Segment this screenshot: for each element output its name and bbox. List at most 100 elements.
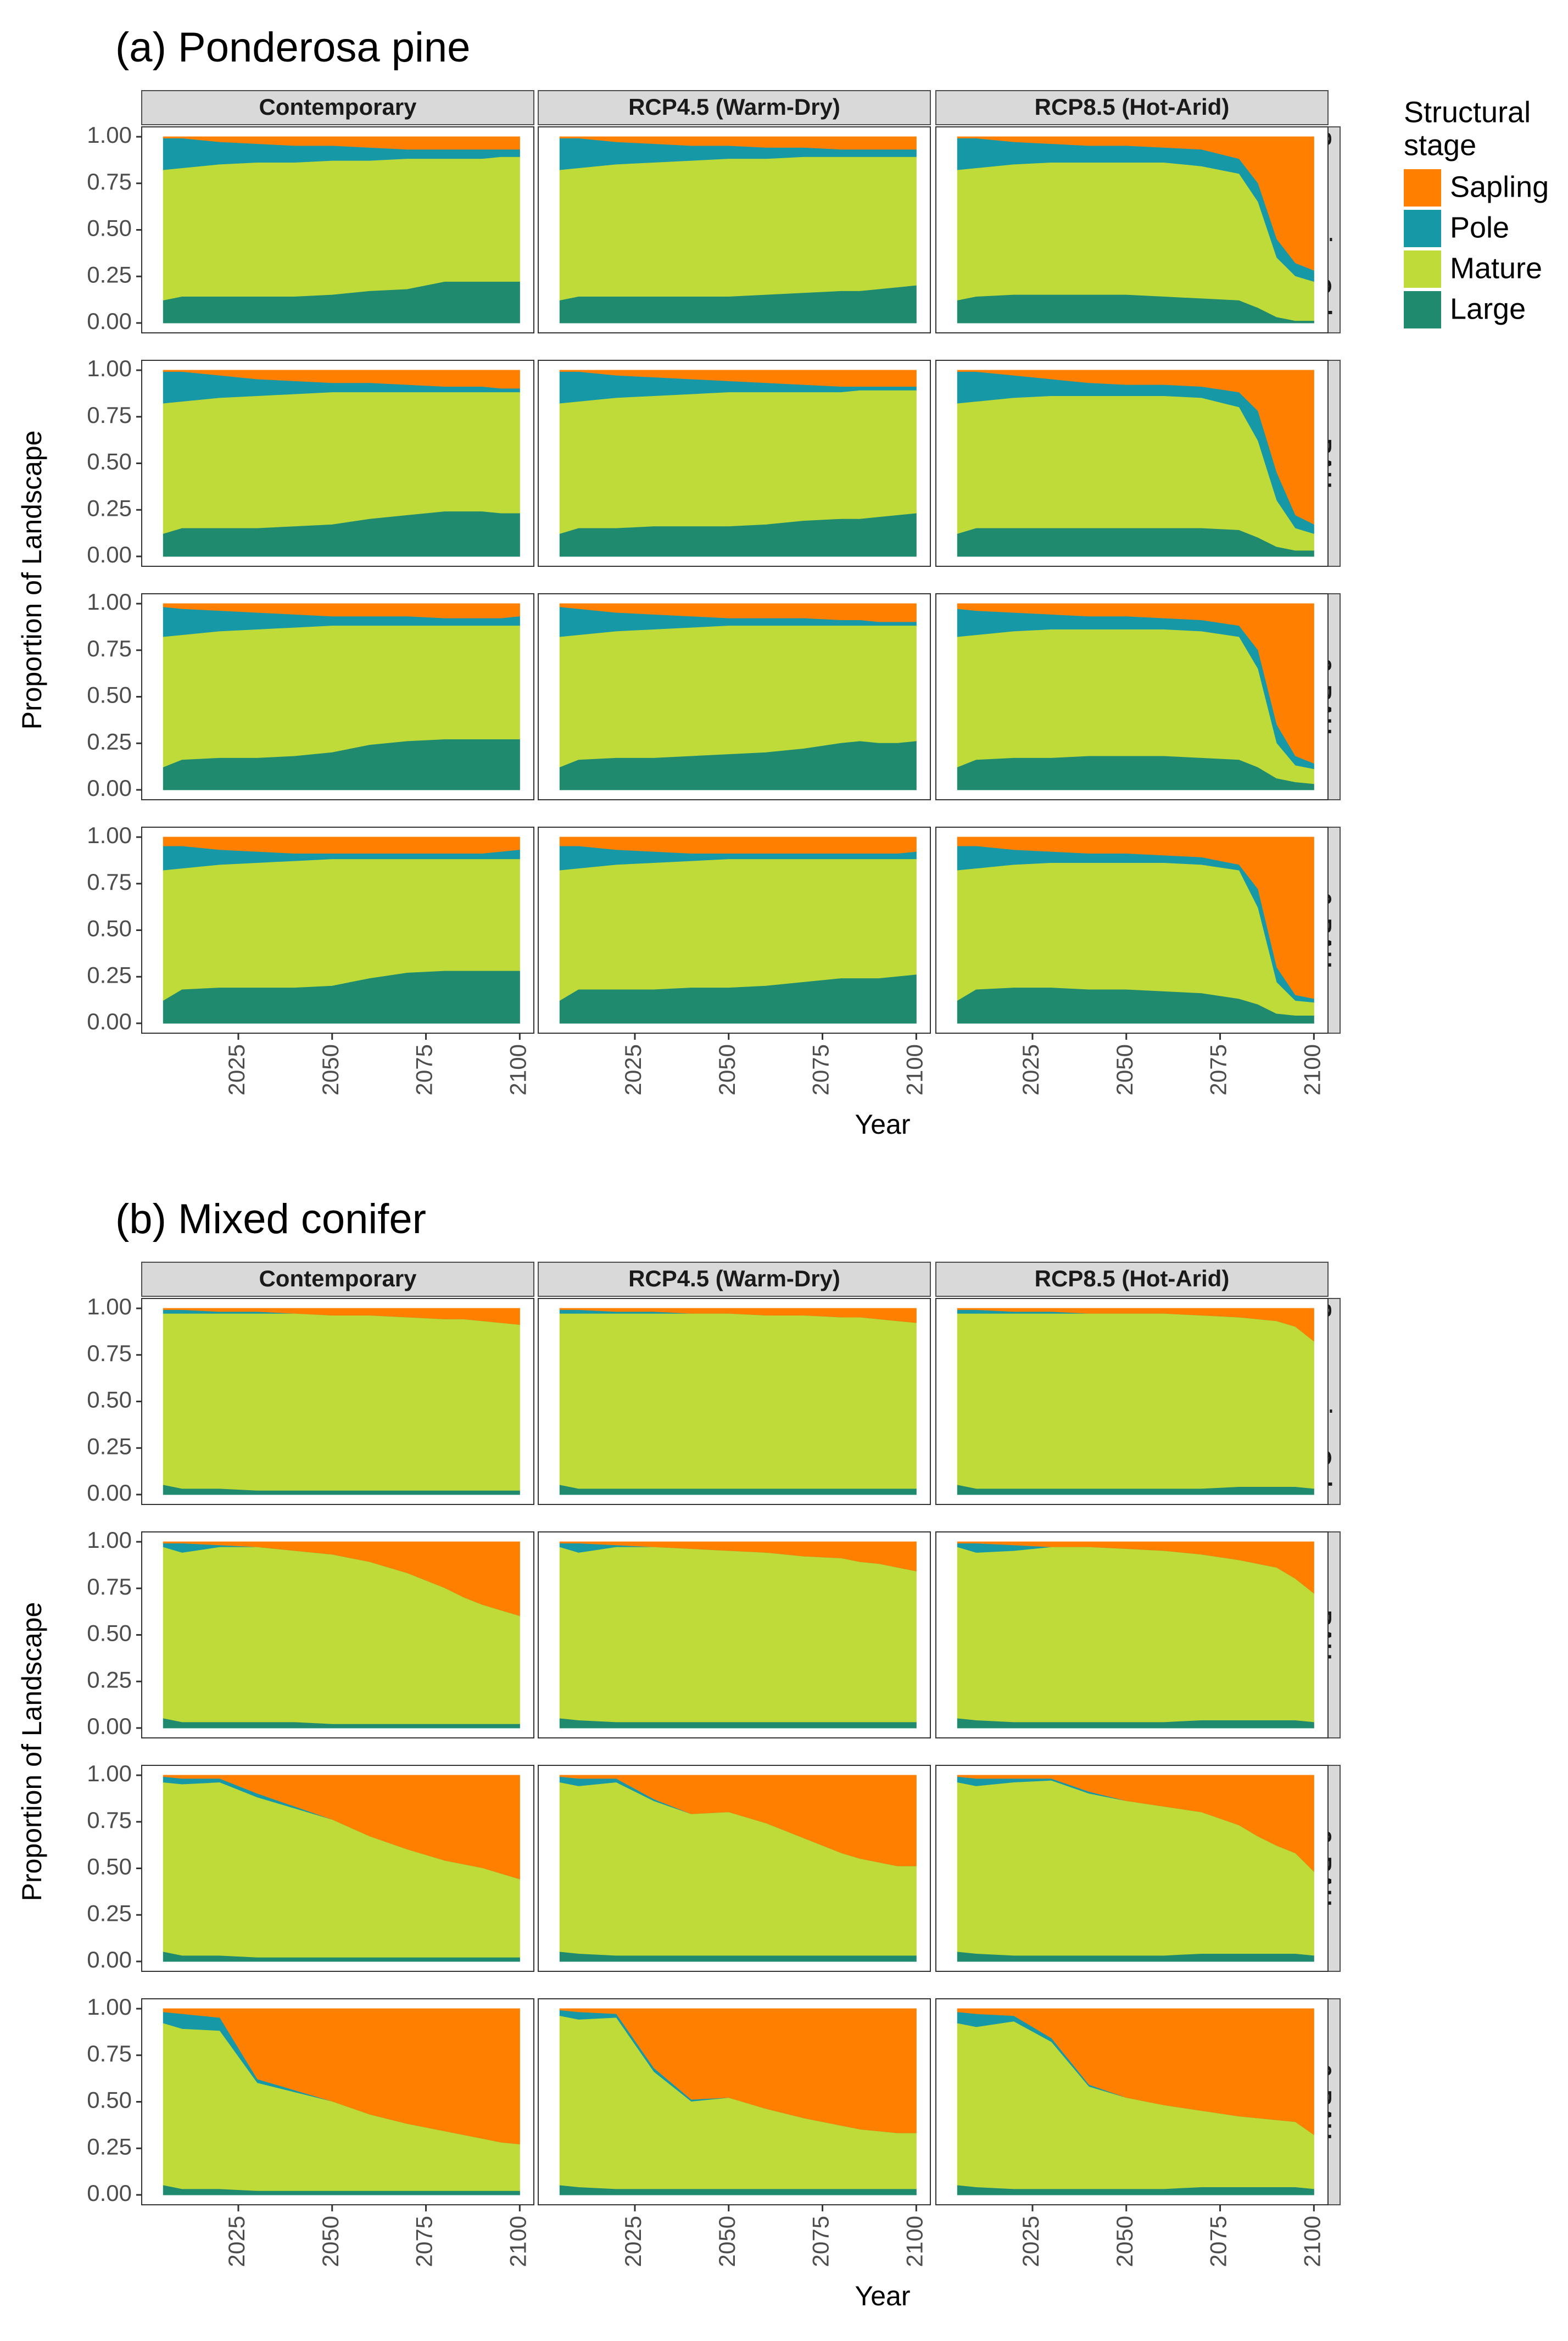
y-tick-label: 0.00 (87, 542, 132, 567)
y-tick-label: 0.50 (87, 916, 132, 941)
area-mature (559, 1313, 917, 1490)
panel-title: (b) Mixed conifer (115, 1196, 426, 1242)
facet-b-3-0: 2025 2050 2075 2100 (141, 1998, 534, 2267)
x-axis-title: Year (855, 1109, 910, 1140)
area-mature (163, 157, 520, 301)
x-tick-label: 2100 (1299, 1044, 1325, 1095)
y-tick-label: 0.75 (87, 1807, 132, 1833)
column-strip (935, 90, 1329, 125)
area-large (163, 511, 520, 557)
panel-a: (a) Ponderosa pine Contemporary RCP4.5 (Wa… (16, 24, 1341, 1140)
area-large (957, 294, 1314, 324)
y-tick-label: 0.00 (87, 1947, 132, 1972)
y-tick-label: 1.00 (87, 589, 132, 615)
area-mature (957, 1313, 1314, 1490)
area-large (559, 741, 917, 790)
area-large (957, 1718, 1314, 1729)
facet-a-3-2: 2025 2050 2075 2100 (935, 827, 1329, 1095)
y-tick-label: 0.75 (87, 169, 132, 194)
legend-label-mature: Mature (1450, 252, 1542, 285)
area-large (559, 974, 917, 1024)
legend-label-sapling: Sapling (1450, 170, 1549, 203)
y-tick-label: 0.75 (87, 636, 132, 661)
x-tick-label: 2025 (620, 1044, 646, 1095)
column-strip-label: RCP4.5 (Warm-Dry) (628, 1266, 840, 1291)
legend-swatch-large (1404, 291, 1441, 328)
legend-swatch-mature (1404, 250, 1441, 288)
facet-b-0-0 (141, 1298, 534, 1505)
x-tick-label: 2075 (1206, 1044, 1231, 1095)
y-tick-label: 0.75 (87, 2041, 132, 2066)
area-large (957, 756, 1314, 790)
facet-b-2-0 (141, 1765, 534, 1972)
area-large (163, 739, 520, 790)
y-tick-label: 0.25 (87, 2133, 132, 2159)
x-tick-label: 2025 (1018, 1044, 1044, 1095)
x-tick-label: 2075 (808, 2216, 834, 2267)
area-large (163, 281, 520, 324)
y-tick-label: 1.00 (87, 1760, 132, 1786)
x-tick-label: 2050 (1112, 1044, 1137, 1095)
area-large (163, 1718, 520, 1729)
x-tick-label: 2100 (901, 1044, 927, 1095)
facet-a-1-2 (935, 360, 1329, 567)
legend-swatch-pole (1404, 210, 1441, 247)
facet-a-2-2 (935, 593, 1329, 800)
area-large (559, 1485, 917, 1495)
area-large (163, 2185, 520, 2195)
area-mature (559, 390, 917, 534)
y-tick-label: 1.00 (87, 1994, 132, 2020)
panel-title: (a) Ponderosa pine (115, 24, 470, 71)
x-axis-title: Year (855, 2281, 910, 2311)
y-tick-label: 0.25 (87, 1900, 132, 1926)
facet-b-1-0 (141, 1531, 534, 1738)
area-large (559, 285, 917, 324)
y-tick-label: 0.75 (87, 402, 132, 428)
area-large (163, 1485, 520, 1495)
facet-a-1-1 (538, 360, 931, 567)
facet-a-0-1 (538, 126, 931, 333)
y-axis-title: Proportion of Landscape (16, 431, 47, 730)
x-tick-label: 2100 (901, 2216, 927, 2267)
area-large (559, 1718, 917, 1729)
y-tick-label: 0.50 (87, 1387, 132, 1413)
x-tick-label: 2100 (505, 1044, 531, 1095)
x-tick-label: 2025 (224, 2216, 249, 2267)
facet-b-3-1: 2025 2050 2075 2100 (538, 1998, 931, 2267)
facet-b-3-2: 2025 2050 2075 2100 (935, 1998, 1329, 2267)
x-tick-label: 2075 (411, 2216, 437, 2267)
facet-a-0-0 (141, 126, 534, 333)
y-tick-label: 1.00 (87, 355, 132, 381)
y-tick-label: 0.25 (87, 1666, 132, 1692)
y-tick-label: 1.00 (87, 122, 132, 148)
column-strip-label: Contemporary (259, 1266, 417, 1291)
column-strip-label: Contemporary (259, 94, 417, 120)
legend-label-pole: Pole (1450, 211, 1509, 244)
y-tick-label: 0.50 (87, 1620, 132, 1646)
column-strip (935, 1262, 1329, 1297)
x-tick-label: 2050 (317, 2216, 343, 2267)
column-strip (141, 1262, 534, 1297)
column-strip-label: RCP8.5 (Hot-Arid) (1035, 94, 1230, 120)
y-tick-label: 0.75 (87, 869, 132, 895)
x-tick-label: 2075 (1206, 2216, 1231, 2267)
y-tick-label: 0.50 (87, 1854, 132, 1880)
x-tick-label: 2100 (505, 2216, 531, 2267)
area-large (559, 513, 917, 557)
facet-b-2-2 (935, 1765, 1329, 1972)
area-large (559, 2185, 917, 2195)
y-tick-label: 0.75 (87, 1574, 132, 1599)
x-tick-label: 2025 (1018, 2216, 1044, 2267)
y-tick-label: 0.00 (87, 1008, 132, 1034)
y-tick-label: 1.00 (87, 1527, 132, 1553)
column-strip (538, 1262, 931, 1297)
legend-title: Structural (1404, 96, 1531, 129)
x-tick-label: 2050 (317, 1044, 343, 1095)
y-tick-label: 0.00 (87, 775, 132, 801)
area-large (163, 1952, 520, 1962)
x-tick-label: 2050 (714, 2216, 740, 2267)
x-tick-label: 2050 (1112, 2216, 1137, 2267)
y-tick-label: 0.25 (87, 495, 132, 521)
